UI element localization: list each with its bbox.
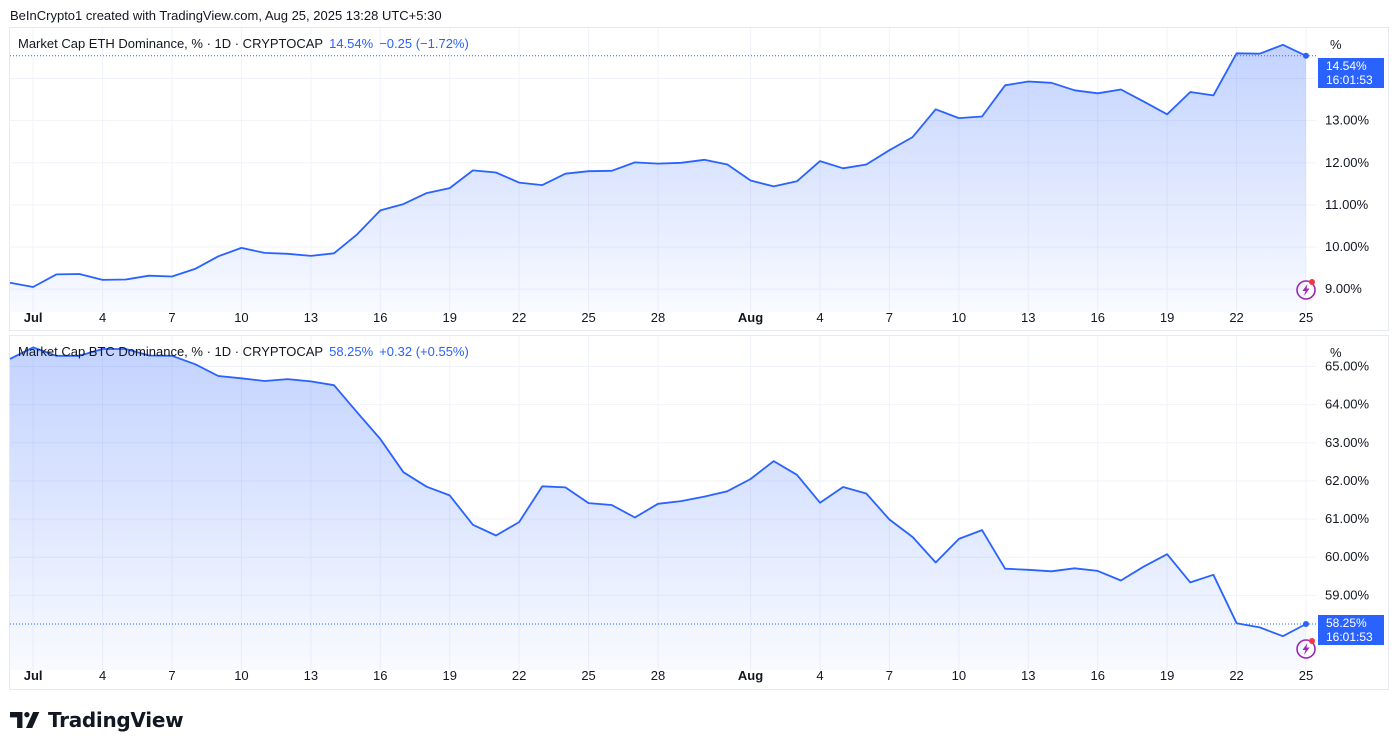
- tradingview-logo-icon: [10, 712, 40, 728]
- btc-y-tick-label: 64.00%: [1325, 397, 1370, 412]
- alert-dot-icon: [1309, 638, 1315, 644]
- eth-price-tag-countdown: 16:01:53: [1326, 73, 1373, 87]
- eth-x-tick-label: 13: [304, 310, 318, 325]
- btc-x-tick-label: 16: [373, 668, 387, 683]
- eth-x-tick-label: 25: [581, 310, 595, 325]
- eth-y-tick-label: 13.00%: [1325, 113, 1370, 128]
- eth-x-tick-label: 22: [1229, 310, 1243, 325]
- btc-last-value: 58.25%: [329, 344, 374, 359]
- btc-x-tick-label: 10: [952, 668, 966, 683]
- eth-x-tick-label: 13: [1021, 310, 1035, 325]
- eth-x-tick-label: 25: [1299, 310, 1313, 325]
- eth-x-tick-label: 7: [168, 310, 175, 325]
- eth-x-tick-label: 28: [651, 310, 665, 325]
- eth-x-tick-label: 7: [886, 310, 893, 325]
- btc-x-tick-label: 25: [1299, 668, 1313, 683]
- eth-y-tick-label: 9.00%: [1325, 281, 1362, 296]
- eth-x-tick-label: 10: [234, 310, 248, 325]
- eth-x-tick-label: 16: [373, 310, 387, 325]
- btc-x-tick-label: 22: [512, 668, 526, 683]
- btc-price-tag: 58.25% 16:01:53: [1318, 615, 1384, 645]
- eth-x-tick-label: 19: [1160, 310, 1174, 325]
- eth-y-tick-label: 10.00%: [1325, 239, 1370, 254]
- btc-x-tick-label: Aug: [738, 668, 763, 683]
- chart-attribution-header: BeInCrypto1 created with TradingView.com…: [10, 8, 442, 23]
- eth-area-fill: [10, 44, 1306, 313]
- btc-area-fill: [10, 347, 1306, 670]
- eth-x-tick-label: Jul: [24, 310, 43, 325]
- eth-panel-frame: [9, 27, 1389, 331]
- btc-x-tick-label: 19: [1160, 668, 1174, 683]
- eth-last-value: 14.54%: [329, 36, 374, 51]
- btc-price-tag-countdown: 16:01:53: [1326, 630, 1373, 644]
- lightning-icon[interactable]: [1295, 638, 1317, 660]
- eth-x-tick-label: Aug: [738, 310, 763, 325]
- btc-x-tick-label: 4: [99, 668, 106, 683]
- btc-x-tick-label: 4: [816, 668, 823, 683]
- eth-x-tick-label: 16: [1090, 310, 1104, 325]
- eth-series-line: [9, 43, 1307, 288]
- eth-symbol-label: Market Cap ETH Dominance, % · 1D · CRYPT…: [18, 36, 324, 51]
- eth-unit-label: %: [1330, 37, 1342, 52]
- tradingview-logo[interactable]: TradingView: [10, 706, 184, 734]
- eth-legend[interactable]: Market Cap ETH Dominance, % · 1D · CRYPT…: [18, 36, 469, 51]
- eth-y-tick-label: 11.00%: [1325, 197, 1369, 212]
- tradingview-logo-text: TradingView: [48, 708, 184, 732]
- eth-x-tick-label: 10: [952, 310, 966, 325]
- btc-series-line: [9, 346, 1307, 638]
- eth-price-tag: 14.54% 16:01:53: [1318, 58, 1384, 88]
- eth-x-tick-label: 22: [512, 310, 526, 325]
- eth-x-tick-label: 4: [99, 310, 106, 325]
- btc-y-tick-label: 65.00%: [1325, 359, 1370, 374]
- btc-x-tick-label: 28: [651, 668, 665, 683]
- btc-y-tick-label: 59.00%: [1325, 587, 1370, 602]
- btc-legend[interactable]: Market Cap BTC Dominance, % · 1D · CRYPT…: [18, 344, 469, 359]
- btc-x-tick-label: Jul: [24, 668, 43, 683]
- btc-symbol-label: Market Cap BTC Dominance, % · 1D · CRYPT…: [18, 344, 324, 359]
- eth-x-tick-label: 19: [442, 310, 456, 325]
- eth-change: −0.25 (−1.72%): [379, 36, 469, 51]
- btc-price-tag-value: 58.25%: [1326, 616, 1367, 630]
- btc-x-tick-label: 7: [168, 668, 175, 683]
- btc-y-tick-label: 62.00%: [1325, 473, 1370, 488]
- alert-dot-icon: [1309, 279, 1315, 285]
- btc-change: +0.32 (+0.55%): [379, 344, 469, 359]
- btc-last-point: [1303, 620, 1309, 627]
- lightning-icon[interactable]: [1295, 279, 1317, 301]
- btc-unit-label: %: [1330, 345, 1342, 360]
- btc-x-tick-label: 13: [304, 668, 318, 683]
- btc-x-tick-label: 25: [581, 668, 595, 683]
- btc-x-tick-label: 22: [1229, 668, 1243, 683]
- eth-last-point: [1303, 52, 1309, 59]
- btc-x-tick-label: 16: [1090, 668, 1104, 683]
- btc-x-tick-label: 13: [1021, 668, 1035, 683]
- eth-price-tag-value: 14.54%: [1326, 59, 1367, 73]
- btc-panel-frame: [9, 335, 1389, 690]
- btc-y-tick-label: 63.00%: [1325, 435, 1370, 450]
- btc-y-tick-label: 60.00%: [1325, 549, 1370, 564]
- eth-y-tick-label: 12.00%: [1325, 155, 1370, 170]
- eth-x-tick-label: 4: [816, 310, 823, 325]
- btc-x-tick-label: 19: [442, 668, 456, 683]
- btc-y-tick-label: 61.00%: [1325, 511, 1370, 526]
- btc-x-tick-label: 7: [886, 668, 893, 683]
- btc-x-tick-label: 10: [234, 668, 248, 683]
